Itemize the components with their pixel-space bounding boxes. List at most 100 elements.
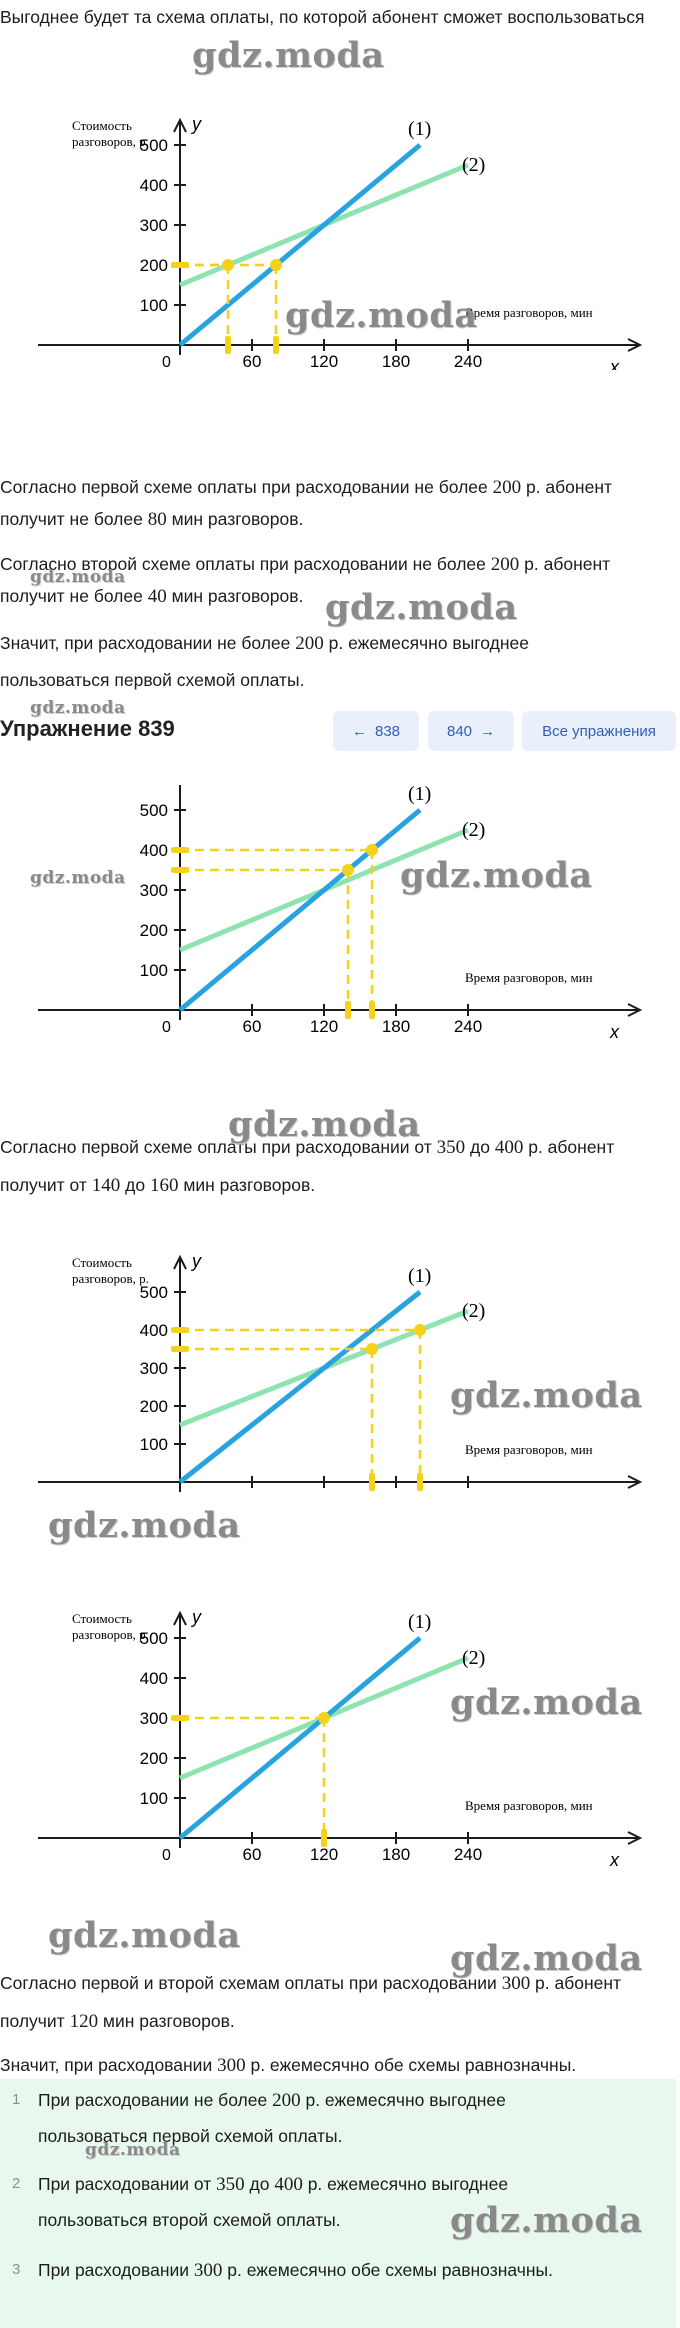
paragraph-2-line-1: Согласно второй схеме оплаты при расходо… (0, 554, 611, 575)
intersection-point (366, 1343, 378, 1355)
series-1-label: (1) (408, 783, 431, 805)
intersection-point (270, 259, 282, 271)
x-tick-label: 240 (454, 1845, 482, 1864)
y-highlight-mark (171, 1327, 189, 1333)
prev-exercise-button[interactable]: ← 838 (333, 711, 419, 751)
y-axis-label: y (190, 1251, 202, 1271)
exercise-title: Упражнение 839 (0, 716, 175, 741)
watermark: gdz.moda (400, 855, 593, 896)
paragraph-5-line-1: Согласно первой и второй схемам оплаты п… (0, 1973, 622, 1994)
paragraph-3-line-2: пользоваться первой схемой оплаты. (0, 670, 305, 690)
next-exercise-button[interactable]: 840 → (428, 711, 514, 751)
y-tick-label: 400 (140, 841, 168, 860)
x-axis-title: Время разговоров, мин (465, 970, 593, 985)
graph-2: разговоров, р.yxВремя разговоров, мин010… (38, 710, 643, 1042)
y-axis-title: разговоров, р. (72, 1271, 149, 1286)
watermark: gdz.moda (30, 698, 126, 718)
origin-label: 0 (162, 1019, 171, 1036)
series-2-label: (2) (462, 1300, 485, 1322)
x-highlight-mark (417, 1473, 423, 1491)
x-tick-label: 180 (382, 1017, 410, 1036)
x-highlight-mark (273, 336, 279, 354)
y-tick-label: 400 (140, 176, 168, 195)
intro-text: Выгоднее будет та схема оплаты, по котор… (0, 7, 645, 27)
x-tick-label: 240 (454, 1017, 482, 1036)
answers-block: 1 При расходовании не более 200 р. ежеме… (0, 2079, 676, 2328)
y-tick-label: 100 (140, 296, 168, 315)
y-axis-title: Стоимость (72, 1255, 132, 1270)
y-tick-label: 500 (140, 1283, 168, 1302)
all-exercises-button[interactable]: Все упражнения (522, 711, 676, 751)
x-axis-label: x (609, 1850, 620, 1870)
y-highlight-mark (171, 262, 189, 268)
y-highlight-mark (171, 847, 189, 853)
watermark: gdz.moda (30, 868, 126, 888)
paragraph-1-line-2: получит не более 80 мин разговоров. (0, 509, 304, 530)
series-1-label: (1) (408, 1611, 431, 1633)
y-tick-label: 300 (140, 1359, 168, 1378)
paragraph-2-line-2: получит не более 40 мин разговоров. (0, 586, 304, 607)
paragraph-4-line-2: получит от 140 до 160 мин разговоров. (0, 1175, 316, 1196)
arrow-left-icon: ← (351, 722, 367, 740)
x-tick-label: 120 (310, 1017, 338, 1036)
x-axis-arrow (627, 1475, 643, 1489)
y-highlight-mark (171, 1715, 189, 1721)
paragraph-4-line-1: Согласно первой схеме оплаты при расходо… (0, 1137, 615, 1158)
y-tick-label: 500 (140, 1629, 168, 1648)
series-1-label: (1) (408, 1265, 431, 1287)
y-tick-label: 100 (140, 961, 168, 980)
series-2-label: (2) (462, 154, 485, 176)
x-highlight-mark (369, 1473, 375, 1491)
series-2-label: (2) (462, 819, 485, 841)
y-axis-title: разговоров, р. (72, 134, 149, 149)
watermark: gdz.moda (228, 1104, 421, 1145)
y-tick-label: 200 (140, 1397, 168, 1416)
intersection-point (342, 864, 354, 876)
paragraph-3-line-1: Значит, при расходовании не более 200 р.… (0, 633, 529, 654)
watermark: gdz.moda (450, 1375, 643, 1416)
y-highlight-mark (171, 867, 189, 873)
x-tick-label: 240 (454, 352, 482, 370)
x-axis-title: Время разговоров, мин (465, 1798, 593, 1813)
y-axis-arrow (173, 117, 187, 133)
y-tick-label: 300 (140, 1709, 168, 1728)
y-tick-label: 400 (140, 1321, 168, 1340)
x-tick-label: 120 (310, 352, 338, 370)
x-axis-label: x (609, 1022, 620, 1042)
y-highlight-mark (171, 1346, 189, 1352)
x-highlight-mark (345, 1001, 351, 1019)
y-axis-label: y (190, 1607, 202, 1627)
intersection-point (366, 844, 378, 856)
origin-label: 0 (162, 354, 171, 370)
y-tick-label: 300 (140, 216, 168, 235)
y-tick-label: 100 (140, 1435, 168, 1454)
paragraph-5-line-2: получит 120 мин разговоров. (0, 2011, 235, 2032)
watermark: gdz.moda (30, 567, 126, 587)
watermark: gdz.moda (325, 587, 518, 628)
y-axis-arrow (173, 1610, 187, 1626)
y-axis-label: y (190, 114, 202, 134)
x-highlight-mark (225, 336, 231, 354)
x-highlight-mark (321, 1829, 327, 1847)
x-tick-label: 60 (243, 1845, 262, 1864)
intersection-point (414, 1324, 426, 1336)
arrow-right-icon: → (480, 722, 496, 740)
y-tick-label: 500 (140, 136, 168, 155)
paragraph-6: Значит, при расходовании 300 р. ежемесяч… (0, 2055, 577, 2076)
y-tick-label: 200 (140, 1749, 168, 1768)
y-tick-label: 300 (140, 881, 168, 900)
origin-label: 0 (162, 1847, 171, 1864)
watermark: gdz.moda (48, 1915, 241, 1956)
x-tick-label: 180 (382, 352, 410, 370)
x-axis-title: Время разговоров, мин (465, 305, 593, 320)
y-axis-title: Стоимость (72, 118, 132, 133)
series-1-line (178, 1636, 422, 1840)
intersection-point (318, 1712, 330, 1724)
series-1-line (178, 1290, 422, 1484)
series-1-label: (1) (408, 118, 431, 140)
x-tick-label: 60 (243, 352, 262, 370)
y-axis-arrow (173, 1254, 187, 1270)
